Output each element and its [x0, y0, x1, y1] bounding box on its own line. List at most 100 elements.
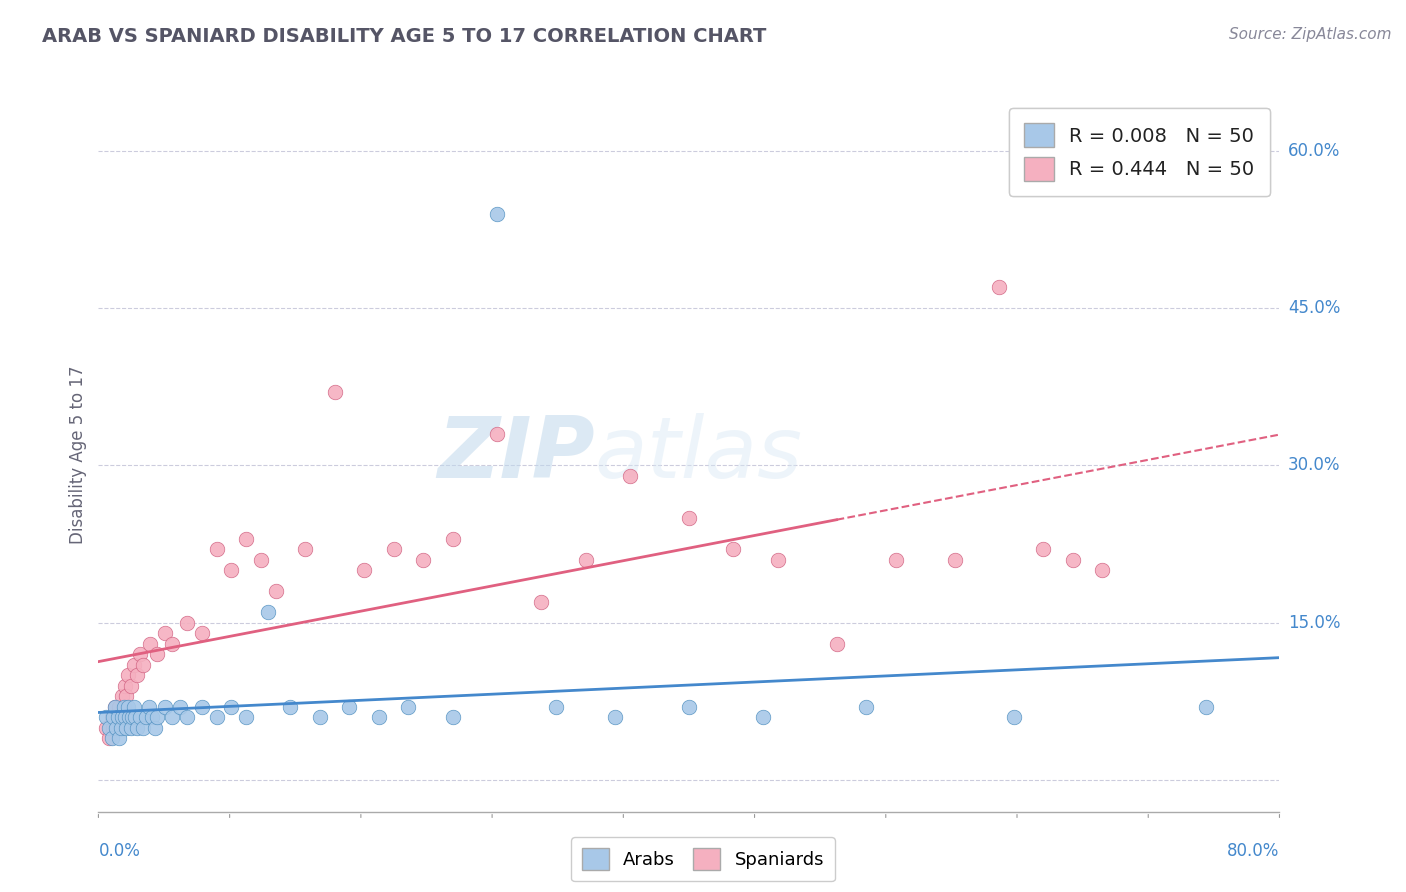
Point — [884, 553, 907, 567]
Text: 60.0%: 60.0% — [1288, 142, 1340, 160]
Point — [146, 710, 169, 724]
Point — [162, 710, 183, 724]
Point — [721, 542, 744, 557]
Point — [143, 721, 166, 735]
Point — [205, 542, 228, 557]
Point — [605, 710, 627, 724]
Text: ARAB VS SPANIARD DISABILITY AGE 5 TO 17 CORRELATION CHART: ARAB VS SPANIARD DISABILITY AGE 5 TO 17 … — [42, 27, 766, 45]
Text: 15.0%: 15.0% — [1288, 614, 1340, 632]
Y-axis label: Disability Age 5 to 17: Disability Age 5 to 17 — [69, 366, 87, 544]
Point — [191, 626, 214, 640]
Legend: R = 0.008   N = 50, R = 0.444   N = 50: R = 0.008 N = 50, R = 0.444 N = 50 — [1008, 108, 1270, 196]
Point — [153, 626, 176, 640]
Point — [122, 699, 145, 714]
Point — [103, 710, 125, 724]
Point — [1062, 553, 1084, 567]
Text: 0.0%: 0.0% — [98, 842, 141, 860]
Point — [176, 615, 198, 630]
Point — [114, 710, 136, 724]
Point — [337, 699, 360, 714]
Point — [124, 710, 146, 724]
Point — [1002, 710, 1025, 724]
Point — [250, 553, 273, 567]
Point — [128, 648, 150, 662]
Point — [117, 668, 139, 682]
Point — [191, 699, 214, 714]
Point — [544, 699, 567, 714]
Point — [441, 532, 464, 546]
Point — [125, 721, 148, 735]
Point — [125, 668, 148, 682]
Point — [146, 648, 169, 662]
Point — [309, 710, 332, 724]
Point — [264, 584, 287, 599]
Point — [486, 426, 509, 441]
Point — [619, 469, 641, 483]
Text: 80.0%: 80.0% — [1227, 842, 1279, 860]
Point — [114, 679, 136, 693]
Point — [118, 710, 141, 724]
Point — [100, 731, 122, 746]
Point — [111, 690, 134, 704]
Point — [766, 553, 789, 567]
Point — [943, 553, 966, 567]
Point — [205, 710, 228, 724]
Point — [120, 721, 142, 735]
Point — [382, 542, 405, 557]
Point — [97, 721, 120, 735]
Point — [107, 721, 129, 735]
Text: 45.0%: 45.0% — [1288, 299, 1340, 317]
Point — [278, 699, 302, 714]
Point — [104, 699, 127, 714]
Point — [110, 721, 132, 735]
Point — [825, 637, 848, 651]
Point — [132, 657, 155, 672]
Point — [1032, 542, 1054, 557]
Point — [105, 710, 128, 724]
Point — [987, 280, 1010, 294]
Point — [121, 710, 143, 724]
Point — [128, 710, 150, 724]
Point — [115, 690, 138, 704]
Point — [162, 637, 183, 651]
Point — [219, 699, 242, 714]
Point — [751, 710, 773, 724]
Point — [323, 384, 346, 399]
Point — [353, 563, 375, 577]
Text: Source: ZipAtlas.com: Source: ZipAtlas.com — [1229, 27, 1392, 42]
Point — [120, 679, 142, 693]
Point — [132, 721, 155, 735]
Point — [94, 710, 117, 724]
Point — [678, 511, 700, 525]
Point — [1195, 699, 1218, 714]
Point — [122, 657, 145, 672]
Point — [112, 699, 135, 714]
Point — [235, 710, 257, 724]
Point — [153, 699, 176, 714]
Point — [235, 532, 257, 546]
Point — [104, 699, 127, 714]
Point — [111, 710, 134, 724]
Point — [294, 542, 316, 557]
Point — [412, 553, 434, 567]
Point — [486, 206, 509, 220]
Point — [112, 699, 135, 714]
Text: ZIP: ZIP — [437, 413, 595, 497]
Point — [441, 710, 464, 724]
Point — [176, 710, 198, 724]
Text: atlas: atlas — [595, 413, 803, 497]
Point — [108, 699, 131, 714]
Point — [139, 637, 162, 651]
Point — [219, 563, 242, 577]
Point — [574, 553, 596, 567]
Point — [100, 710, 122, 724]
Point — [1091, 563, 1114, 577]
Text: 30.0%: 30.0% — [1288, 457, 1340, 475]
Point — [117, 699, 139, 714]
Legend: Arabs, Spaniards: Arabs, Spaniards — [571, 838, 835, 881]
Point — [94, 721, 117, 735]
Point — [141, 710, 163, 724]
Point — [855, 699, 877, 714]
Point — [138, 699, 160, 714]
Point — [135, 710, 157, 724]
